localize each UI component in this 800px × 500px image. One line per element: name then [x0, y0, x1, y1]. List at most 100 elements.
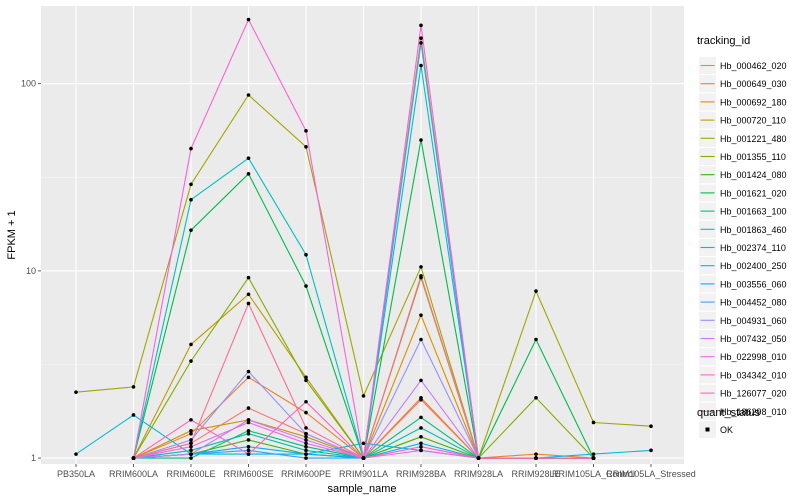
- data-point: [419, 448, 423, 453]
- data-point: [534, 337, 538, 342]
- data-point: [189, 146, 193, 151]
- y-axis-title: FPKM + 1: [6, 210, 18, 259]
- legend-label: Hb_022998_010: [720, 352, 787, 362]
- y-tick-label: 100: [21, 79, 36, 89]
- legend-label: Hb_000649_030: [720, 79, 787, 89]
- legend-label: Hb_001863_460: [720, 225, 787, 235]
- data-point: [189, 428, 193, 433]
- data-point: [419, 36, 423, 40]
- data-point: [534, 395, 538, 400]
- data-point: [189, 441, 193, 446]
- data-point: [74, 452, 78, 456]
- legend-label: Hb_034342_010: [720, 370, 787, 380]
- data-point: [304, 129, 308, 133]
- data-point: [419, 138, 423, 142]
- data-point: [246, 17, 251, 22]
- x-tick-label: RRIM105LA_Control: [552, 469, 635, 479]
- x-axis-ticks: PB350LA RRIM600LA RRIM600LE RRIM600SE RRIM60…: [57, 464, 696, 479]
- data-point: [246, 172, 251, 176]
- data-point: [304, 375, 308, 380]
- data-point: [419, 378, 423, 383]
- data-point: [419, 23, 423, 28]
- data-point: [304, 444, 308, 449]
- legend-items: Hb_000462_020 Hb_000649_030 Hb_000692_180 H…: [699, 57, 787, 420]
- data-point: [246, 275, 251, 280]
- data-point: [246, 418, 251, 422]
- data-point: [246, 375, 251, 380]
- major-gridlines: [41, 6, 684, 464]
- legend-label: Hb_126077_020: [720, 389, 787, 399]
- data-point: [189, 444, 193, 449]
- data-point: [304, 252, 308, 257]
- data-point: [304, 145, 308, 149]
- legend-label: Hb_000692_180: [720, 97, 787, 107]
- data-point: [189, 418, 193, 422]
- data-point: [246, 156, 251, 160]
- x-tick-label: PB350LA: [57, 469, 95, 479]
- data-point: [304, 452, 308, 456]
- x-tick-label: RRIM600LE: [166, 469, 215, 479]
- legend-shape-marker: [705, 427, 710, 432]
- data-point: [131, 456, 136, 460]
- data-point: [361, 394, 366, 398]
- data-point: [74, 390, 78, 394]
- x-tick-label: RRIM600LA: [109, 469, 158, 479]
- data-point: [246, 420, 251, 425]
- data-point: [131, 413, 136, 417]
- legend-label: Hb_186298_010: [720, 407, 787, 417]
- data-point: [419, 41, 423, 45]
- legend-label: Hb_002400_250: [720, 261, 787, 271]
- data-point: [304, 426, 308, 430]
- data-point: [649, 424, 653, 429]
- data-point: [189, 452, 193, 456]
- data-point: [189, 197, 193, 202]
- x-tick-label: RRIM928LA: [454, 469, 503, 479]
- data-point: [246, 448, 251, 453]
- data-point: [246, 452, 251, 456]
- data-point: [419, 313, 423, 317]
- legend-label: Hb_000462_020: [720, 61, 787, 71]
- plot-panel: [41, 6, 684, 464]
- x-tick-label: RRIM901LA: [339, 469, 388, 479]
- data-points: [74, 17, 653, 460]
- data-point: [361, 441, 366, 446]
- y-tick-label: 10: [26, 266, 36, 276]
- legend: tracking_id Hb_000462_020Hb_000649_030Hb…: [697, 35, 787, 438]
- data-point: [419, 337, 423, 342]
- data-point: [246, 428, 251, 433]
- legend-label: Hb_000720_110: [720, 116, 786, 126]
- data-point: [534, 456, 538, 460]
- data-point: [189, 342, 193, 347]
- data-point: [419, 265, 423, 269]
- data-point: [189, 438, 193, 442]
- legend-label: Hb_001621_020: [720, 188, 787, 198]
- legend-label: Hb_004452_080: [720, 298, 787, 308]
- data-point: [304, 431, 308, 436]
- y-tick-label: 1: [31, 453, 36, 463]
- data-point: [304, 434, 308, 439]
- legend-label: Hb_001221_480: [720, 134, 787, 144]
- legend-shape-label: OK: [720, 425, 733, 435]
- data-point: [361, 456, 366, 460]
- data-point: [419, 415, 423, 420]
- legend-label: Hb_002374_110: [720, 243, 786, 253]
- data-point: [304, 456, 308, 460]
- data-point: [246, 292, 251, 297]
- data-point: [419, 395, 423, 400]
- data-point: [304, 438, 308, 442]
- x-axis-title: sample_name: [327, 483, 396, 495]
- data-point: [304, 410, 308, 415]
- data-point: [246, 301, 251, 306]
- x-tick-label: RRIM105LA_Stressed: [606, 469, 696, 479]
- legend-title: tracking_id: [697, 35, 750, 47]
- data-point: [534, 289, 538, 293]
- y-axis-ticks: 1 10 100: [21, 79, 41, 463]
- x-tick-label: RRIM928BA: [396, 469, 446, 479]
- data-point: [534, 452, 538, 456]
- data-point: [189, 182, 193, 187]
- x-tick-label: RRIM928LE: [511, 469, 560, 479]
- data-point: [419, 444, 423, 449]
- data-point: [591, 420, 596, 425]
- data-point: [591, 452, 596, 456]
